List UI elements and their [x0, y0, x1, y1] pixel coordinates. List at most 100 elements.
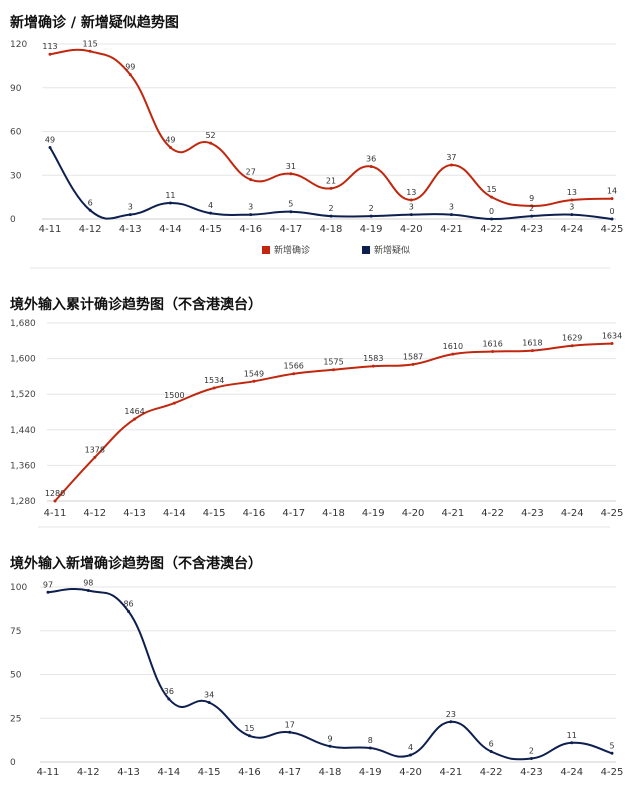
data-label: 14: [607, 187, 617, 196]
data-label: 15: [244, 724, 254, 733]
y-tick-label: 50: [10, 671, 22, 681]
y-tick-label: 100: [10, 583, 27, 593]
data-point: [247, 734, 251, 738]
x-tick-label: 4-25: [601, 508, 624, 519]
data-label: 1500: [164, 391, 184, 400]
data-label: 27: [246, 168, 256, 177]
data-label: 13: [567, 188, 577, 197]
data-point: [490, 195, 494, 199]
chart-2: 境外输入累计确诊趋势图（不含港澳台） 1,280 1,360 1,440 1,520 1,…: [10, 296, 624, 528]
data-point: [449, 213, 453, 217]
y-tick-label: 75: [10, 627, 21, 637]
data-point: [368, 746, 372, 750]
y-tick-label: 1,440: [10, 426, 36, 436]
data-label: 3: [449, 203, 454, 212]
x-tick-label: 4-14: [158, 767, 181, 778]
data-label: 36: [366, 155, 376, 164]
data-label: 9: [327, 734, 332, 743]
chart-title: 境外输入新增确诊趋势图（不含港澳台）: [10, 555, 262, 572]
x-tick-label: 4-14: [159, 224, 182, 235]
data-point: [207, 701, 211, 704]
x-tick-label: 4-21: [440, 767, 463, 778]
data-point: [489, 750, 493, 753]
x-tick-label: 4-19: [362, 508, 385, 519]
x-tick-label: 4-19: [359, 767, 382, 778]
y-tick-label: 0: [10, 215, 16, 225]
data-label: 1549: [244, 369, 264, 378]
data-point: [252, 379, 256, 383]
data-point: [133, 417, 137, 421]
data-point: [332, 368, 335, 372]
chart-title: 境外输入累计确诊趋势图（不含港澳台）: [10, 296, 262, 313]
x-tick-label: 4-15: [198, 767, 221, 778]
data-point: [529, 757, 533, 760]
x-tick-label: 4-21: [440, 224, 463, 235]
x-tick-label: 4-21: [442, 508, 465, 519]
data-point: [491, 349, 495, 353]
x-tick-label: 4-25: [601, 767, 624, 778]
data-label: 6: [88, 198, 93, 207]
y-tick-label: 120: [10, 40, 27, 50]
data-label: 1618: [522, 339, 542, 348]
data-point: [369, 214, 373, 218]
x-tick-label: 4-18: [320, 224, 343, 235]
data-label: 8: [368, 736, 373, 745]
y-tick-label: 1,280: [10, 497, 36, 507]
data-label: 97: [43, 580, 53, 589]
data-point: [530, 349, 534, 353]
data-label: 17: [285, 720, 295, 729]
data-point: [451, 352, 455, 356]
x-tick-label: 4-24: [561, 224, 584, 235]
data-point: [48, 146, 52, 150]
data-point: [449, 163, 453, 167]
x-tick-label: 4-12: [79, 224, 102, 235]
x-tick-label: 4-12: [83, 508, 106, 519]
data-label: 2: [529, 747, 534, 756]
data-point: [128, 73, 132, 77]
data-label: 36: [164, 687, 174, 696]
y-tick-label: 1,360: [10, 461, 36, 471]
data-point: [127, 610, 131, 613]
data-point: [86, 589, 90, 592]
x-tick-label: 4-24: [560, 767, 583, 778]
data-point: [249, 213, 253, 217]
data-label: 0: [609, 207, 614, 216]
data-label: 1583: [363, 354, 383, 363]
data-label: 2: [369, 204, 374, 213]
data-label: 3: [248, 203, 253, 212]
data-label: 4: [408, 743, 413, 752]
data-point: [329, 214, 333, 218]
x-tick-label: 4-22: [481, 508, 504, 519]
data-label: 15: [486, 185, 496, 194]
x-tick-label: 4-23: [521, 508, 544, 519]
data-label: 6: [489, 740, 494, 749]
data-point: [371, 364, 375, 368]
y-tick-label: 30: [10, 171, 22, 181]
legend-swatch: [262, 246, 270, 254]
x-tick-label: 4-16: [238, 767, 261, 778]
data-label: 31: [286, 162, 296, 171]
x-tick-label: 4-23: [520, 767, 543, 778]
data-point: [88, 49, 92, 53]
data-label: 99: [125, 63, 135, 72]
data-point: [409, 753, 413, 757]
data-point: [570, 198, 574, 202]
data-point: [292, 372, 296, 376]
x-tick-label: 4-25: [601, 224, 624, 235]
x-tick-label: 4-18: [322, 508, 345, 519]
data-label: 1634: [602, 331, 622, 340]
x-tick-label: 4-12: [77, 767, 100, 778]
chart-title: 新增确诊 / 新增疑似趋势图: [10, 14, 179, 31]
data-label: 1575: [323, 358, 343, 367]
data-point: [409, 198, 413, 202]
data-point: [212, 386, 216, 390]
data-label: 1629: [562, 334, 582, 343]
data-label: 21: [326, 176, 336, 185]
x-tick-label: 4-17: [282, 508, 305, 519]
x-tick-label: 4-13: [119, 224, 142, 235]
x-tick-label: 4-16: [243, 508, 266, 519]
data-point: [409, 213, 413, 217]
y-tick-label: 60: [10, 128, 22, 138]
